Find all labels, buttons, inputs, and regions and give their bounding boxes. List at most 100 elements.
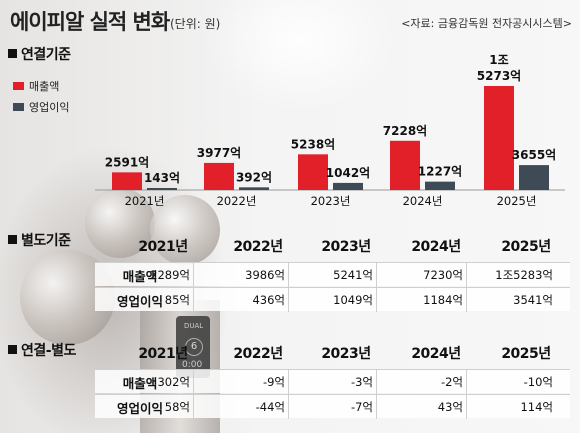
table-cell: 1184억: [423, 293, 463, 307]
table-cell: -7억: [350, 400, 373, 414]
table-cell: 85억: [164, 293, 190, 307]
table-cell: -44억: [255, 400, 285, 414]
table-cell: 114억: [520, 400, 553, 414]
column-divider: [193, 370, 194, 419]
data-label-operating-profit: 1227억: [418, 165, 462, 179]
bar-operating-profit: [425, 181, 455, 190]
x-tick-label: 2023년: [311, 194, 351, 208]
bar-chart: 2591억 143억 2021년 3977억 392억 2022년 5238억 1042억 20…: [95, 53, 565, 208]
bar-operating-profit: [147, 188, 177, 190]
device-screen-label: DUAL: [184, 322, 204, 330]
column-divider: [376, 263, 377, 312]
row-label: 매출액: [122, 269, 158, 284]
bar-operating-profit: [239, 187, 269, 190]
table-cell: -10억: [523, 375, 553, 389]
section-marker-icon: [8, 49, 17, 58]
row-label: 영업이익: [116, 401, 163, 416]
column-header: 2022년: [233, 346, 283, 362]
column-header: 2025년: [501, 346, 551, 362]
device-photo-top: [85, 188, 155, 258]
row-background: [95, 288, 570, 311]
column-divider: [466, 263, 467, 312]
page-title: 에이피알 실적 변화: [10, 10, 170, 34]
section-separate-text: 별도기준: [21, 233, 71, 249]
row-label: 영업이익: [116, 294, 163, 309]
legend-operating-profit: 영업이익: [13, 99, 69, 115]
column-header: 2022년: [233, 239, 283, 255]
row-label: 매출액: [122, 376, 158, 391]
data-label-operating-profit: 392억: [236, 170, 272, 184]
x-tick-label: 2024년: [403, 194, 443, 208]
column-header: 2021년: [138, 239, 188, 255]
data-label-revenue: 5273억: [477, 69, 521, 83]
data-label-operating-profit: 1042억: [326, 166, 370, 180]
bar-operating-profit: [519, 165, 549, 190]
device-photo-ring: [150, 195, 220, 265]
table-cell: 2289억: [150, 268, 190, 282]
column-divider: [193, 263, 194, 312]
column-divider: [288, 370, 289, 419]
bar-revenue: [112, 172, 142, 190]
x-tick-label: 2022년: [217, 194, 257, 208]
data-label-revenue: 5238억: [291, 137, 335, 151]
table-cell: 43억: [437, 400, 463, 414]
column-header: 2021년: [138, 346, 188, 362]
unit-note: (단위: 원): [170, 17, 221, 31]
section-marker-icon: [8, 235, 17, 244]
column-divider: [288, 263, 289, 312]
data-label-revenue: 3977억: [197, 146, 241, 160]
data-label-revenue: 2591억: [105, 155, 149, 169]
table-cell: -9억: [262, 375, 285, 389]
table-cell: 7230억: [423, 268, 463, 282]
row-divider: [95, 369, 570, 370]
data-label-revenue: 7228억: [383, 124, 427, 138]
data-label-operating-profit: 143억: [144, 171, 180, 185]
column-header: 2024년: [411, 346, 461, 362]
row-background: [95, 370, 570, 393]
table-cell: 1조5283억: [495, 268, 553, 282]
column-divider: [376, 370, 377, 419]
column-header: 2023년: [321, 346, 371, 362]
data-label-revenue-top: 1조: [489, 53, 508, 67]
device-screen: DUAL 6 0:00: [176, 316, 210, 378]
table-cell: 302억: [157, 375, 190, 389]
table-cell: 3986억: [245, 268, 285, 282]
bar-revenue: [390, 140, 420, 190]
legend-swatch-operating-profit: [13, 103, 24, 111]
column-divider: [466, 370, 467, 419]
section-difference-text: 연결-별도: [21, 343, 76, 359]
table-cell: -2억: [440, 375, 463, 389]
section-difference-label: 연결-별도: [8, 340, 76, 360]
row-background: [95, 263, 570, 286]
section-separate-label: 별도기준: [8, 230, 71, 250]
column-header: 2024년: [411, 239, 461, 255]
section-marker-icon: [8, 345, 17, 354]
table-cell: 1049억: [333, 293, 373, 307]
device-screen-number: 6: [185, 338, 203, 356]
legend-swatch-revenue: [13, 82, 24, 90]
table-cell: -3억: [350, 375, 373, 389]
x-tick-label: 2025년: [497, 194, 537, 208]
row-divider: [95, 287, 570, 288]
legend-revenue: 매출액: [13, 78, 59, 94]
column-header: 2023년: [321, 239, 371, 255]
device-screen-time: 0:00: [182, 360, 203, 370]
table-cell: 3541억: [513, 293, 553, 307]
section-consolidated-text: 연결기준: [21, 47, 71, 63]
table-cell: 436억: [252, 293, 285, 307]
table-cell: 58억: [164, 400, 190, 414]
table-cell: 5241억: [333, 268, 373, 282]
column-header: 2025년: [501, 239, 551, 255]
section-consolidated-label: 연결기준: [8, 44, 71, 64]
x-tick-label: 2021년: [125, 194, 165, 208]
source-note: <자료: 금융감독원 전자공시시스템>: [401, 17, 572, 30]
legend-revenue-label: 매출액: [29, 80, 60, 93]
bar-operating-profit: [333, 182, 363, 190]
bar-revenue: [204, 162, 234, 190]
legend-operating-profit-label: 영업이익: [29, 101, 70, 114]
row-divider: [95, 262, 570, 263]
data-label-operating-profit: 3655억: [512, 148, 556, 162]
bar-revenue: [484, 86, 514, 190]
row-background: [95, 395, 570, 418]
row-divider: [95, 394, 570, 395]
